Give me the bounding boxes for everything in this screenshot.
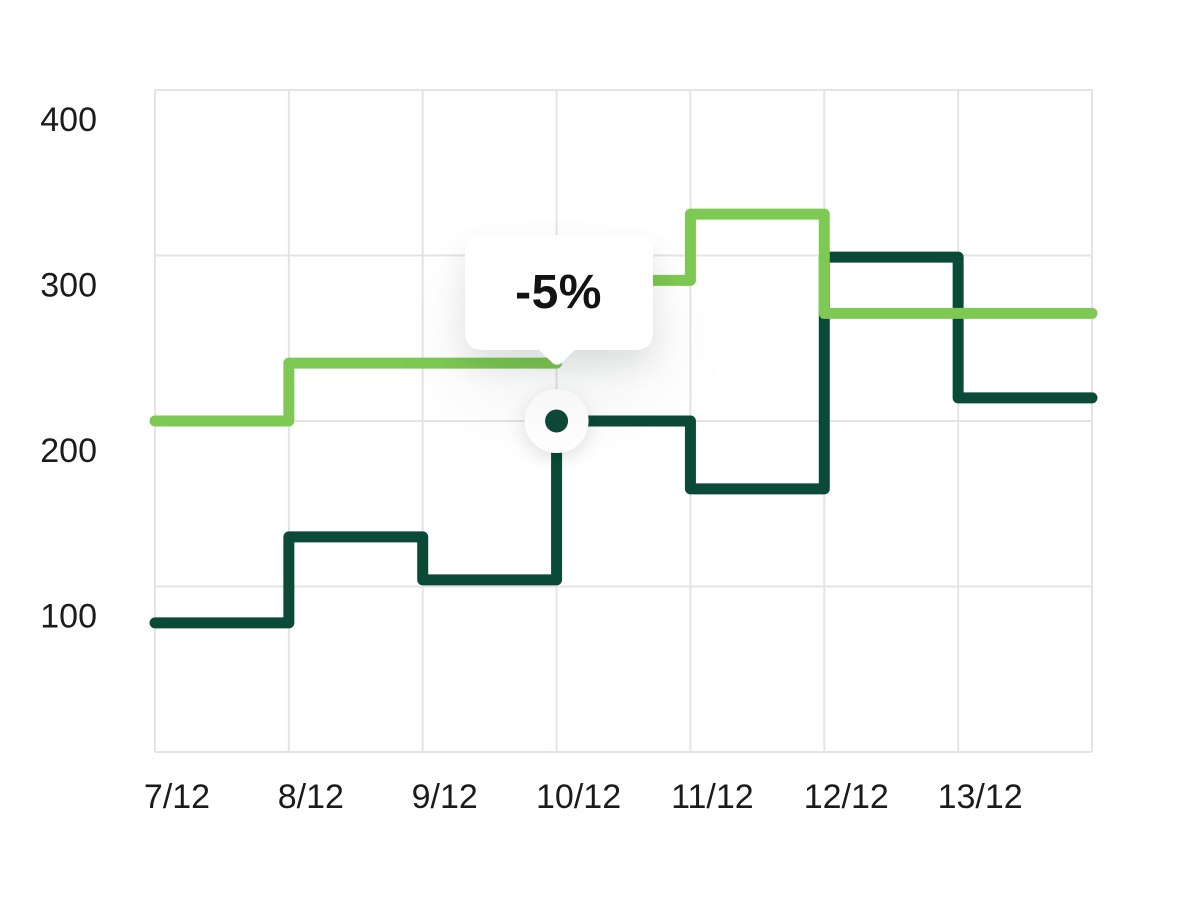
x-axis-label: 10/12 — [536, 778, 621, 816]
series-line-dark-green[interactable] — [149, 251, 1098, 629]
x-axis-label: 9/12 — [412, 778, 478, 816]
marker-dot[interactable] — [545, 409, 569, 433]
x-axis-label: 8/12 — [278, 778, 344, 816]
x-axis-label: 7/12 — [144, 778, 210, 816]
y-axis-label: 200 — [40, 432, 97, 470]
marker — [524, 389, 589, 453]
y-axis-label: 100 — [40, 598, 97, 636]
x-axis-label: 12/12 — [804, 778, 889, 816]
y-axis-labels: 100 200 300 400 — [40, 101, 97, 636]
tooltip-value: -5% — [515, 266, 602, 319]
x-axis-label: 11/12 — [671, 778, 754, 816]
tooltip: -5% — [464, 235, 653, 368]
x-axis-labels: 7/12 8/12 9/12 10/12 11/12 12/12 13/12 — [144, 778, 1023, 816]
y-axis-label: 300 — [40, 267, 97, 305]
y-axis-label: 400 — [40, 101, 97, 139]
x-axis-label: 13/12 — [938, 778, 1023, 816]
